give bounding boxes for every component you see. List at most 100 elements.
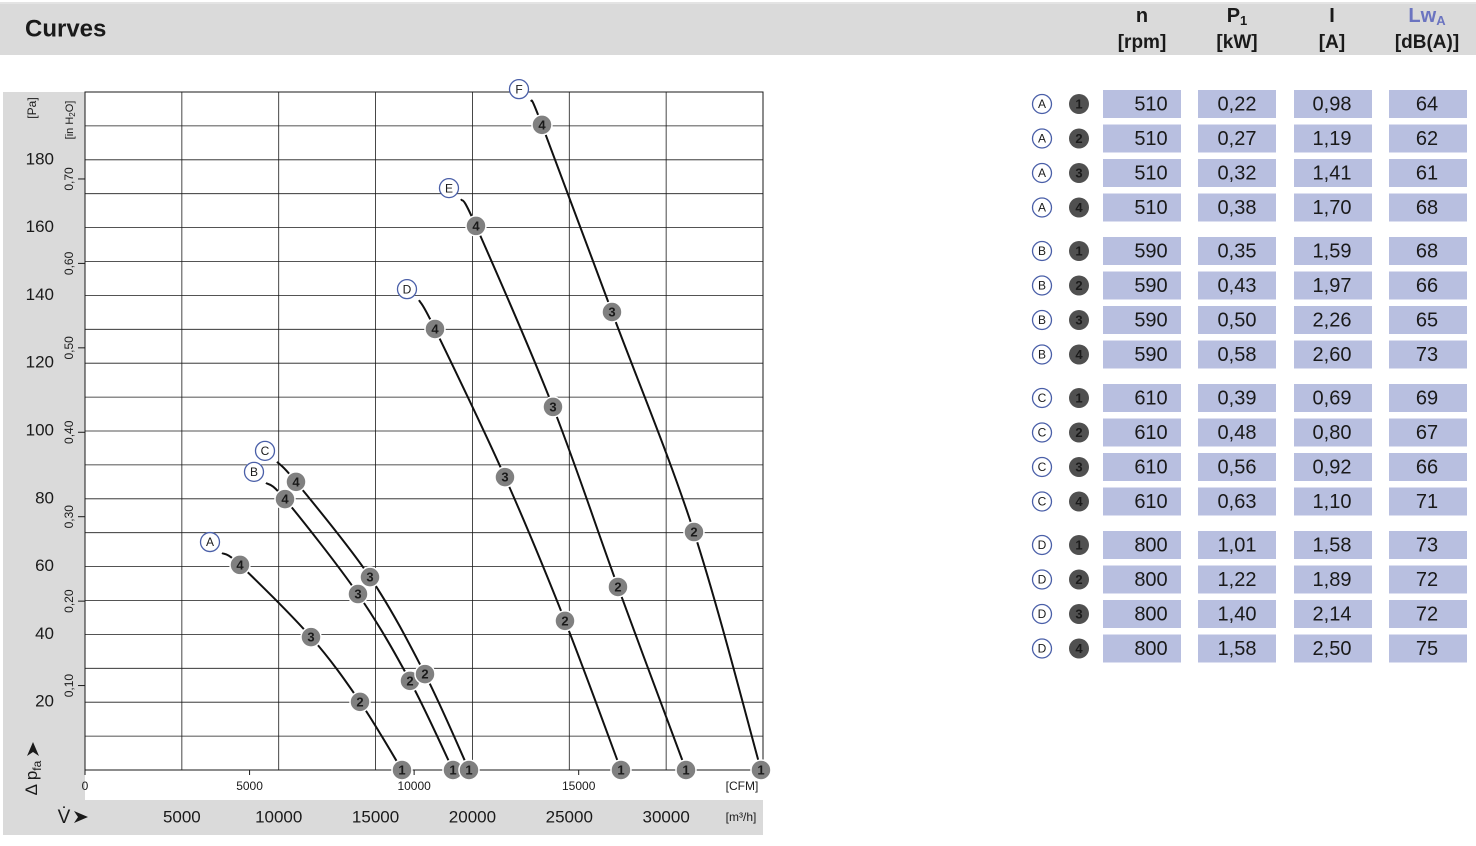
table-cell — [1389, 159, 1467, 187]
table-value: 67 — [1416, 422, 1438, 444]
operating-point — [424, 318, 446, 340]
point-number-circle — [1069, 604, 1089, 624]
operating-point-label: 1 — [449, 762, 456, 777]
x-axis-band — [3, 800, 763, 835]
point-number: 1 — [1075, 243, 1082, 258]
operating-point — [750, 759, 772, 781]
table-value: 0,27 — [1218, 128, 1257, 150]
point-number-circle — [1069, 94, 1089, 114]
x-tick-label: 25000 — [546, 807, 593, 826]
page-title: Curves — [25, 15, 106, 42]
curve-label-circle — [243, 461, 265, 483]
table-cell — [1103, 159, 1181, 187]
y-unit: [Pa] — [25, 97, 39, 118]
table-value: 1,41 — [1313, 162, 1352, 184]
table-cell — [1389, 453, 1467, 481]
point-number-circle — [1069, 275, 1089, 296]
operating-point-label: 4 — [431, 321, 439, 336]
operating-point-label: 2 — [421, 667, 428, 682]
y-tick-label: 180 — [26, 149, 54, 168]
table-value: 72 — [1416, 569, 1438, 591]
column-header-main: n — [1136, 5, 1148, 27]
table-cell — [1103, 237, 1181, 265]
fan-letter: A — [1038, 97, 1046, 111]
table-cell — [1389, 384, 1467, 412]
table-value: 0,58 — [1218, 344, 1257, 366]
operating-point-label: 1 — [682, 762, 689, 777]
y-tick-label: 20 — [35, 692, 54, 711]
fan-letter-circle — [1031, 309, 1053, 331]
table-cell — [1389, 193, 1467, 222]
table-value: 800 — [1134, 534, 1167, 556]
table-cell — [1198, 271, 1276, 300]
table-cell — [1198, 340, 1276, 369]
x2-tick-label: 15000 — [562, 779, 596, 793]
table-cell — [1389, 600, 1467, 628]
operating-point-label: 1 — [398, 762, 405, 777]
curve-label-circle — [396, 278, 418, 300]
table-cell — [1198, 193, 1276, 222]
point-number: 4 — [1075, 200, 1083, 215]
curve-label: F — [515, 82, 522, 96]
operating-point-label: 1 — [757, 762, 764, 777]
point-number: 2 — [1075, 425, 1082, 440]
x-unit: [m³/h] — [726, 810, 757, 824]
column-unit: [A] — [1319, 32, 1345, 53]
table-value: 61 — [1416, 162, 1438, 184]
fan-letter: C — [1038, 495, 1047, 509]
table-cell — [1198, 565, 1276, 594]
operating-point-label: 4 — [292, 474, 300, 489]
operating-point — [465, 215, 487, 237]
table-cell — [1103, 487, 1181, 516]
point-number-circle — [1069, 535, 1089, 555]
fan-letter-circle — [1031, 344, 1053, 365]
point-number: 4 — [1075, 641, 1083, 656]
column-header-main: I — [1329, 5, 1335, 27]
table-cell — [1389, 565, 1467, 594]
operating-point — [601, 301, 623, 323]
table-cell — [1198, 418, 1276, 447]
fan-letter: D — [1038, 607, 1047, 621]
table-value: 610 — [1134, 491, 1167, 513]
y-label-main: Δ p — [22, 771, 41, 796]
operating-point-label: 3 — [307, 630, 314, 645]
column-unit: [dB(A)] — [1395, 32, 1459, 53]
x-tick-label: 5000 — [163, 807, 201, 826]
fan-letter-circle — [1031, 603, 1053, 625]
fan-letter-circle — [1031, 569, 1053, 590]
table-value: 69 — [1416, 387, 1438, 409]
table-value: 590 — [1134, 344, 1167, 366]
table-cell — [1389, 271, 1467, 300]
column-header-main: P — [1227, 5, 1240, 27]
fan-letter: D — [1038, 573, 1047, 587]
fan-letter-circle — [1031, 456, 1053, 478]
table-cell — [1389, 124, 1467, 153]
operating-point — [607, 576, 629, 598]
operating-point — [542, 396, 564, 418]
curve-label-circle — [199, 531, 221, 553]
operating-point — [494, 466, 516, 488]
point-number-circle — [1069, 197, 1089, 218]
table-value: 610 — [1134, 387, 1167, 409]
table-cell — [1198, 384, 1276, 412]
fan-letter: A — [1038, 201, 1046, 215]
table-value: 2,50 — [1313, 638, 1352, 660]
y-arrow — [27, 742, 39, 756]
table-cell — [1294, 531, 1372, 559]
fan-letter: D — [1038, 642, 1047, 656]
table-cell — [1103, 124, 1181, 153]
table-cell — [1389, 418, 1467, 447]
table-cell — [1389, 90, 1467, 118]
fan-letter-circle — [1031, 197, 1053, 218]
operating-point — [229, 554, 251, 576]
fan-letter-circle — [1031, 162, 1053, 184]
point-number: 2 — [1075, 278, 1082, 293]
table-cell — [1389, 306, 1467, 334]
fan-letter: B — [1038, 348, 1046, 362]
table-value: 510 — [1134, 93, 1167, 115]
table-cell — [1103, 453, 1181, 481]
curve-label: B — [250, 465, 258, 479]
curve-label: C — [261, 444, 270, 458]
table-value: 1,58 — [1218, 638, 1257, 660]
